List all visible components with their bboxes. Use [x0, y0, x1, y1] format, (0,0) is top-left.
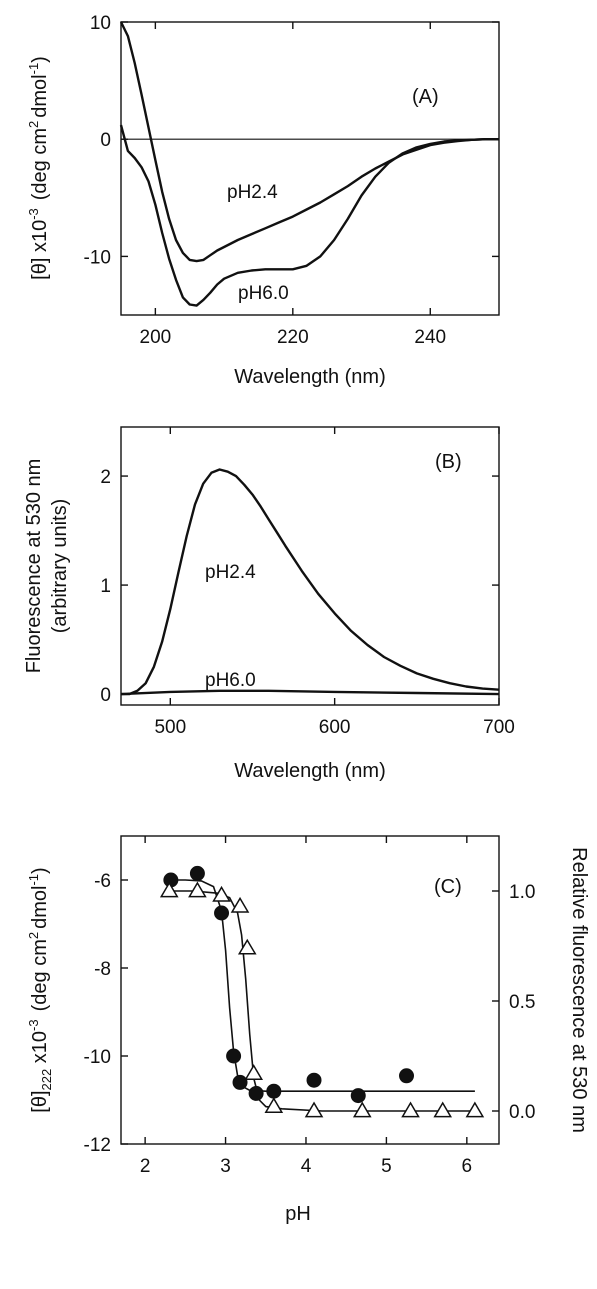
- panel-c-y-label-main: [θ]: [29, 1090, 51, 1112]
- panel-c-x-tick-label: 6: [462, 1156, 473, 1177]
- panel-a-series-ph6-0: [119, 124, 499, 307]
- panel-b: (B) pH2.4 pH6.0 Wavelength (nm) Fluoresc…: [23, 426, 515, 782]
- panel-c-y-label-units-exp2: -1: [26, 874, 41, 886]
- panel-c-y-tick-label: -10: [84, 1047, 111, 1068]
- panel-a-y-tick-label: 0: [100, 130, 111, 151]
- panel-a-y-label-units: (deg cm: [29, 128, 51, 200]
- panel-a-y-label-units-exp2: -1: [26, 63, 41, 75]
- panel-a-y-axis-label: [θ] x10-3 (deg cm2 dmol-1): [26, 56, 51, 280]
- panel-c-y-label-sub: 222: [39, 1069, 54, 1091]
- panel-c-y-tick-label: -6: [94, 871, 111, 892]
- panel-c-y-label-exp: -3: [26, 1019, 41, 1031]
- panel-a-series-ph2-4: [119, 21, 499, 263]
- panel-c-point-triangle: [465, 1101, 485, 1118]
- panel-c-point-triangle: [304, 1101, 324, 1118]
- panel-c-point-triangle: [352, 1101, 372, 1118]
- panel-c-y2-tick-label: 1.0: [509, 882, 535, 903]
- panel-c-point-triangle: [244, 1064, 264, 1080]
- panel-c-point-circle: [248, 1085, 264, 1101]
- panel-b-x-tick-label: 600: [319, 717, 351, 738]
- panel-a-y-label-exp: -3: [26, 208, 41, 220]
- panel-a-y-label-main: [θ] x10: [29, 220, 51, 280]
- panel-b-y-axis-label: Fluorescence at 530 nm: [23, 459, 45, 674]
- panel-c-y-label-units-exp1: 2: [26, 932, 41, 939]
- panel-c-x-tick-label: 3: [220, 1156, 231, 1177]
- panel-a-y-tick-label: 10: [90, 13, 111, 34]
- panel-c-point-circle: [350, 1088, 366, 1104]
- panel-a-y-tick-label: -10: [84, 247, 111, 268]
- panel-c-point-circle: [232, 1074, 248, 1090]
- panel-b-y-axis-label-2: (arbitrary units): [49, 499, 71, 633]
- panel-c-y-label-units: (deg cm: [29, 939, 51, 1011]
- panel-c-frame: [120, 835, 500, 1145]
- panel-c-point-triangle: [237, 938, 257, 955]
- panel-b-x-tick-label: 500: [154, 717, 186, 738]
- panel-b-x-tick-label: 700: [483, 717, 515, 738]
- panel-a-frame: [120, 21, 500, 316]
- panel-c-label: (C): [434, 876, 462, 898]
- panel-c-fit-left: [165, 879, 475, 1092]
- panel-c-y2-axis-label: Relative fluorescence at 530 nm: [568, 847, 590, 1133]
- panel-b-label-ph2-4: pH2.4: [205, 562, 256, 583]
- panel-c-y-label-units-end: ): [29, 867, 51, 874]
- panel-c-point-triangle: [264, 1097, 284, 1113]
- panel-c: (C) pH [θ]222 x10-3(deg cm2dmol-1) Relat…: [26, 835, 590, 1225]
- panel-b-y-tick-label: 2: [100, 467, 111, 488]
- panel-c-point-triangle: [230, 896, 250, 913]
- panel-c-point-triangle: [433, 1101, 453, 1118]
- panel-a-y-label-units-mid: dmol: [29, 74, 51, 117]
- panel-c-y-label-units-mid: dmol: [29, 886, 51, 929]
- panel-c-point-triangle: [212, 885, 231, 902]
- panel-c-point-circle: [306, 1072, 322, 1088]
- panel-a-y-label-units-exp1: 2: [26, 121, 41, 128]
- panel-c-point-triangle: [401, 1101, 420, 1118]
- panel-a-x-tick-label: 220: [277, 327, 309, 348]
- panel-c-point-circle: [189, 865, 205, 881]
- panel-b-label: (B): [435, 451, 462, 473]
- panel-a: (A) pH2.4 pH6.0 Wavelength (nm) [θ] x10-…: [26, 13, 500, 388]
- panel-a-x-tick-label: 200: [140, 327, 172, 348]
- panel-a-label: (A): [412, 86, 439, 108]
- panel-c-x-tick-label: 2: [140, 1156, 151, 1177]
- panel-c-point-circle: [214, 905, 230, 921]
- panel-b-series-ph2-4: [121, 468, 500, 696]
- panel-b-y-tick-label: 0: [100, 685, 111, 706]
- panel-c-y-label-mid: x10: [29, 1031, 51, 1069]
- panel-c-y-tick-label: -12: [84, 1135, 111, 1156]
- panel-a-label-ph6-0: pH6.0: [238, 283, 289, 304]
- panel-c-y2-tick-label: 0.0: [509, 1102, 535, 1123]
- panel-c-point-circle: [399, 1068, 415, 1084]
- panel-a-x-axis-label: Wavelength (nm): [234, 366, 386, 388]
- panel-c-point-circle: [266, 1083, 282, 1099]
- panel-a-x-tick-label: 240: [414, 327, 446, 348]
- panel-c-y2-tick-label: 0.5: [509, 992, 535, 1013]
- panel-b-label-ph6-0: pH6.0: [205, 670, 256, 691]
- panel-c-x-tick-label: 4: [301, 1156, 312, 1177]
- panel-b-frame: [120, 426, 500, 706]
- panel-c-y-tick-label: -8: [94, 959, 111, 980]
- panel-a-y-label-units-end: ): [29, 56, 51, 63]
- panel-c-point-triangle: [159, 881, 179, 898]
- panel-c-point-circle: [226, 1048, 242, 1064]
- panel-b-x-axis-label: Wavelength (nm): [234, 760, 386, 782]
- panel-c-y-axis-label: [θ]222 x10-3 (deg cm2 dmol-1): [26, 867, 54, 1112]
- panel-b-series-ph6-0: [120, 689, 500, 696]
- panel-b-y-tick-label: 1: [100, 576, 111, 597]
- panel-c-x-axis-label: pH: [285, 1203, 311, 1225]
- panel-c-point-triangle: [188, 881, 207, 898]
- panel-c-x-tick-label: 5: [381, 1156, 392, 1177]
- panel-a-label-ph2-4: pH2.4: [227, 182, 278, 203]
